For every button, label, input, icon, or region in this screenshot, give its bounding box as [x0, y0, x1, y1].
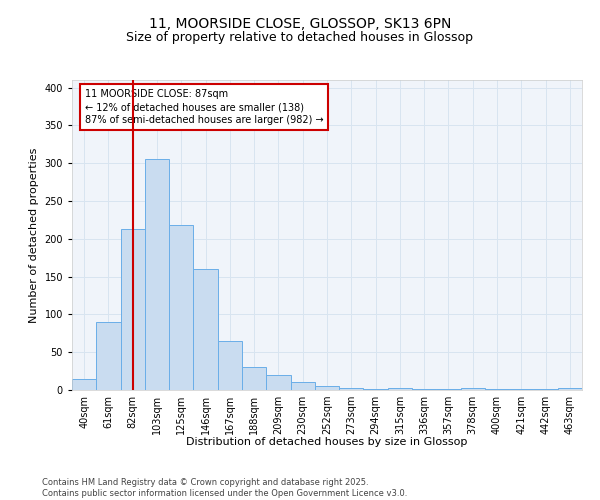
X-axis label: Distribution of detached houses by size in Glossop: Distribution of detached houses by size …	[187, 437, 467, 447]
Bar	[558, 388, 582, 390]
Text: 11 MOORSIDE CLOSE: 87sqm
← 12% of detached houses are smaller (138)
87% of semi-: 11 MOORSIDE CLOSE: 87sqm ← 12% of detach…	[85, 89, 323, 126]
Bar	[533, 389, 558, 390]
Bar	[242, 368, 266, 390]
Bar	[485, 389, 509, 390]
Bar	[266, 375, 290, 390]
Bar	[412, 389, 436, 390]
Bar	[436, 389, 461, 390]
Bar	[193, 269, 218, 390]
Text: 11, MOORSIDE CLOSE, GLOSSOP, SK13 6PN: 11, MOORSIDE CLOSE, GLOSSOP, SK13 6PN	[149, 18, 451, 32]
Bar	[169, 225, 193, 390]
Bar	[388, 388, 412, 390]
Bar	[145, 160, 169, 390]
Y-axis label: Number of detached properties: Number of detached properties	[29, 148, 39, 322]
Text: Contains HM Land Registry data © Crown copyright and database right 2025.
Contai: Contains HM Land Registry data © Crown c…	[42, 478, 407, 498]
Bar	[290, 382, 315, 390]
Bar	[96, 322, 121, 390]
Bar	[339, 388, 364, 390]
Bar	[121, 229, 145, 390]
Bar	[72, 378, 96, 390]
Bar	[461, 388, 485, 390]
Text: Size of property relative to detached houses in Glossop: Size of property relative to detached ho…	[127, 31, 473, 44]
Bar	[509, 389, 533, 390]
Bar	[364, 389, 388, 390]
Bar	[218, 341, 242, 390]
Bar	[315, 386, 339, 390]
